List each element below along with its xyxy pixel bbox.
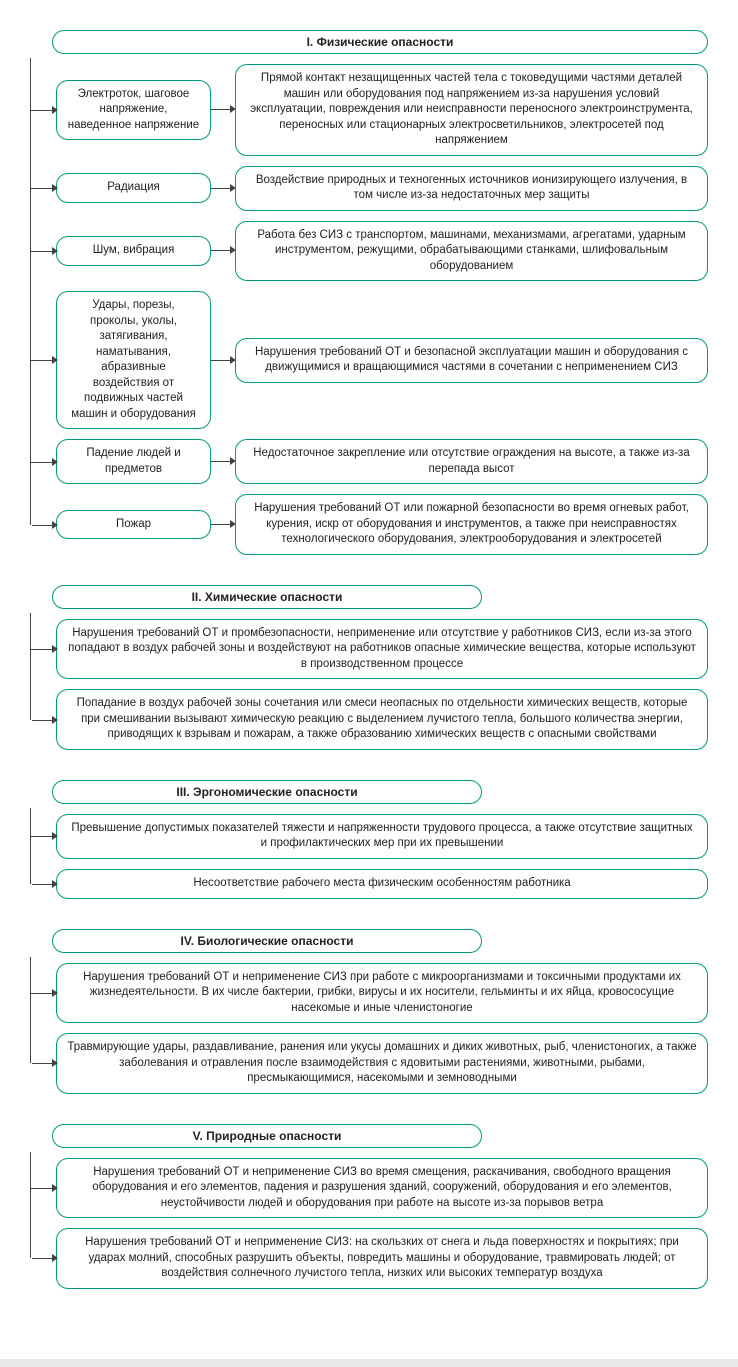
hazard-desc: Нарушения требований ОТ и неприменение С… [56,963,708,1024]
arrow-icon [52,645,58,653]
tree-row: Радиация Воздействие природных и техноген… [52,166,708,211]
arrow-icon [52,832,58,840]
tree-row: Падение людей и предметов Недостаточное з… [52,439,708,484]
section-header: III. Эргономические опасности [52,780,482,804]
tree-row: Нарушения требований ОТ и промбезопаснос… [52,619,708,680]
tree-row: Нарушения требований ОТ и неприменение С… [52,963,708,1024]
hazard-desc: Работа без СИЗ с транспортом, машинами, … [235,221,708,282]
arrow-icon [52,1184,58,1192]
hazard-desc: Воздействие природных и техногенных исто… [235,166,708,211]
section-natural: V. Природные опасности Нарушения требова… [30,1124,708,1289]
section-header: IV. Биологические опасности [52,929,482,953]
tree: Нарушения требований ОТ и промбезопаснос… [30,619,708,750]
tree-row: Попадание в воздух рабочей зоны сочетани… [52,689,708,750]
connector-line [211,250,235,251]
tree-row: Шум, вибрация Работа без СИЗ с транспорто… [52,221,708,282]
page: I. Физические опасности Электроток, шаго… [0,0,738,1359]
hazard-desc: Травмирующие удары, раздавливание, ранен… [56,1033,708,1094]
arrow-icon [52,1059,58,1067]
tree-row: Несоответствие рабочего места физическим… [52,869,708,899]
arrow-icon [52,716,58,724]
tree-row: Травмирующие удары, раздавливание, ранен… [52,1033,708,1094]
arrow-icon [52,880,58,888]
hazard-label: Удары, порезы, проколы, уколы, затягиван… [56,291,211,429]
arrow-icon [52,184,58,192]
tree: Превышение допустимых показателей тяжест… [30,814,708,899]
tree-row: Нарушения требований ОТ и неприменение С… [52,1158,708,1219]
arrow-icon [52,521,58,529]
connector-line [211,188,235,189]
arrow-icon [52,247,58,255]
hazard-label: Радиация [56,173,211,203]
connector-line [211,360,235,361]
tree-row: Удары, порезы, проколы, уколы, затягиван… [52,291,708,429]
tree-row: Превышение допустимых показателей тяжест… [52,814,708,859]
hazard-desc: Попадание в воздух рабочей зоны сочетани… [56,689,708,750]
section-chemical: II. Химические опасности Нарушения требо… [30,585,708,750]
arrow-icon [52,106,58,114]
tree: Электроток, шаговое напряжение, наведенн… [30,64,708,555]
hazard-desc: Несоответствие рабочего места физическим… [56,869,708,899]
connector-line [211,524,235,525]
arrow-icon [52,458,58,466]
section-biological: IV. Биологические опасности Нарушения тр… [30,929,708,1094]
hazard-label: Пожар [56,510,211,540]
arrow-icon [52,989,58,997]
connector-line [211,109,235,110]
hazard-label: Падение людей и предметов [56,439,211,484]
hazard-desc: Нарушения требований ОТ и неприменение С… [56,1228,708,1289]
arrow-icon [52,356,58,364]
tree-row: Нарушения требований ОТ и неприменение С… [52,1228,708,1289]
section-header: II. Химические опасности [52,585,482,609]
hazard-desc: Превышение допустимых показателей тяжест… [56,814,708,859]
tree: Нарушения требований ОТ и неприменение С… [30,963,708,1094]
tree: Нарушения требований ОТ и неприменение С… [30,1158,708,1289]
section-header: I. Физические опасности [52,30,708,54]
tree-row: Электроток, шаговое напряжение, наведенн… [52,64,708,156]
hazard-desc: Нарушения требований ОТ и неприменение С… [56,1158,708,1219]
section-header: V. Природные опасности [52,1124,482,1148]
hazard-desc: Прямой контакт незащищенных частей тела … [235,64,708,156]
arrow-icon [52,1254,58,1262]
hazard-desc: Недостаточное закрепление или отсутствие… [235,439,708,484]
tree-row: Пожар Нарушения требований ОТ или пожарно… [52,494,708,555]
hazard-label: Шум, вибрация [56,236,211,266]
hazard-desc: Нарушения требований ОТ и безопасной экс… [235,338,708,383]
section-ergonomic: III. Эргономические опасности Превышение… [30,780,708,899]
section-physical: I. Физические опасности Электроток, шаго… [30,30,708,555]
hazard-label: Электроток, шаговое напряжение, наведенн… [56,80,211,141]
connector-line [211,461,235,462]
hazard-desc: Нарушения требований ОТ и промбезопаснос… [56,619,708,680]
hazard-desc: Нарушения требований ОТ или пожарной без… [235,494,708,555]
